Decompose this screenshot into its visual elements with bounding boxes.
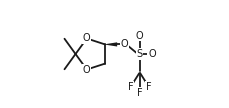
Text: F: F bbox=[136, 88, 142, 98]
Text: S: S bbox=[136, 49, 142, 59]
Polygon shape bbox=[105, 42, 117, 47]
Text: F: F bbox=[145, 82, 151, 92]
Text: O: O bbox=[135, 31, 143, 41]
Text: O: O bbox=[83, 64, 90, 75]
Text: O: O bbox=[83, 33, 90, 44]
Text: F: F bbox=[127, 82, 133, 92]
Text: O: O bbox=[120, 39, 128, 49]
Text: O: O bbox=[147, 49, 155, 59]
